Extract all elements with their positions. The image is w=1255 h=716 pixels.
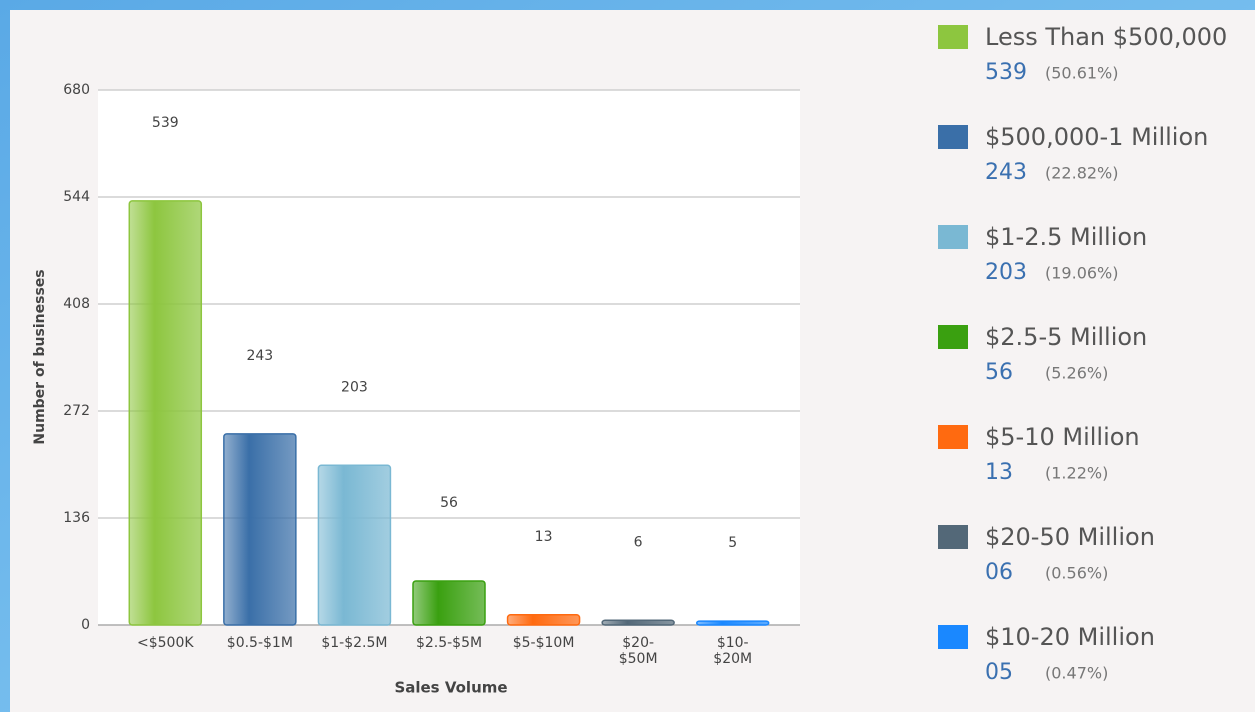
- legend-percent: (0.56%): [1045, 564, 1108, 583]
- y-tick-label: 544: [63, 189, 90, 205]
- legend-name: $2.5-5 Million: [985, 323, 1147, 351]
- data-label: 6: [634, 534, 643, 550]
- y-tick-label: 680: [63, 82, 90, 98]
- plot-area: [98, 90, 800, 625]
- y-tick-label: 0: [81, 617, 90, 633]
- y-tick-label: 408: [63, 296, 90, 312]
- bar: [128, 200, 203, 626]
- legend-value: 243: [985, 160, 1027, 185]
- legend-percent: (0.47%): [1045, 664, 1108, 683]
- legend-swatch: [938, 125, 968, 149]
- x-tick-label: $2.5-$5M: [416, 635, 482, 651]
- data-label: 5: [728, 535, 737, 551]
- x-tick-label: $1-$2.5M: [321, 635, 387, 651]
- legend-swatch: [938, 225, 968, 249]
- legend-percent: (50.61%): [1045, 64, 1119, 83]
- bar: [412, 580, 486, 626]
- y-tick-label: 136: [63, 510, 90, 526]
- legend-name: $500,000-1 Million: [985, 123, 1208, 151]
- legend-swatch: [938, 425, 968, 449]
- x-tick-label: <$500K: [137, 635, 194, 651]
- legend-value: 56: [985, 360, 1013, 385]
- data-label: 243: [246, 348, 273, 364]
- data-label: 539: [152, 115, 179, 131]
- legend-name: $20-50 Million: [985, 523, 1155, 551]
- y-tick-label: 272: [63, 403, 90, 419]
- bar: [601, 619, 675, 626]
- legend-swatch: [938, 25, 968, 49]
- legend-percent: (5.26%): [1045, 364, 1108, 383]
- legend-name: $1-2.5 Million: [985, 223, 1147, 251]
- bar: [695, 620, 770, 626]
- data-label: 13: [535, 529, 553, 545]
- legend-name: Less Than $500,000: [985, 23, 1227, 51]
- legend-value: 06: [985, 560, 1013, 585]
- legend-percent: (22.82%): [1045, 164, 1119, 183]
- legend-swatch: [938, 625, 968, 649]
- legend-swatch: [938, 525, 968, 549]
- bar: [317, 464, 392, 626]
- data-label: 56: [440, 495, 458, 511]
- x-axis-title: Sales Volume: [394, 679, 507, 697]
- legend-value: 13: [985, 460, 1013, 485]
- legend-swatch: [938, 325, 968, 349]
- x-tick-label: $20-$50M: [619, 635, 658, 667]
- x-tick-label: $0.5-$1M: [227, 635, 293, 651]
- bar: [506, 614, 581, 626]
- y-axis-title: Number of businesses: [32, 269, 48, 444]
- legend-name: $10-20 Million: [985, 623, 1155, 651]
- legend-percent: (1.22%): [1045, 464, 1108, 483]
- legend-value: 203: [985, 260, 1027, 285]
- legend-name: $5-10 Million: [985, 423, 1140, 451]
- bar: [223, 433, 297, 626]
- legend-value: 539: [985, 60, 1027, 85]
- legend-percent: (19.06%): [1045, 264, 1119, 283]
- legend-value: 05: [985, 660, 1013, 685]
- data-label: 203: [341, 379, 368, 395]
- x-tick-label: $5-$10M: [513, 635, 575, 651]
- x-tick-label: $10-$20M: [713, 635, 752, 667]
